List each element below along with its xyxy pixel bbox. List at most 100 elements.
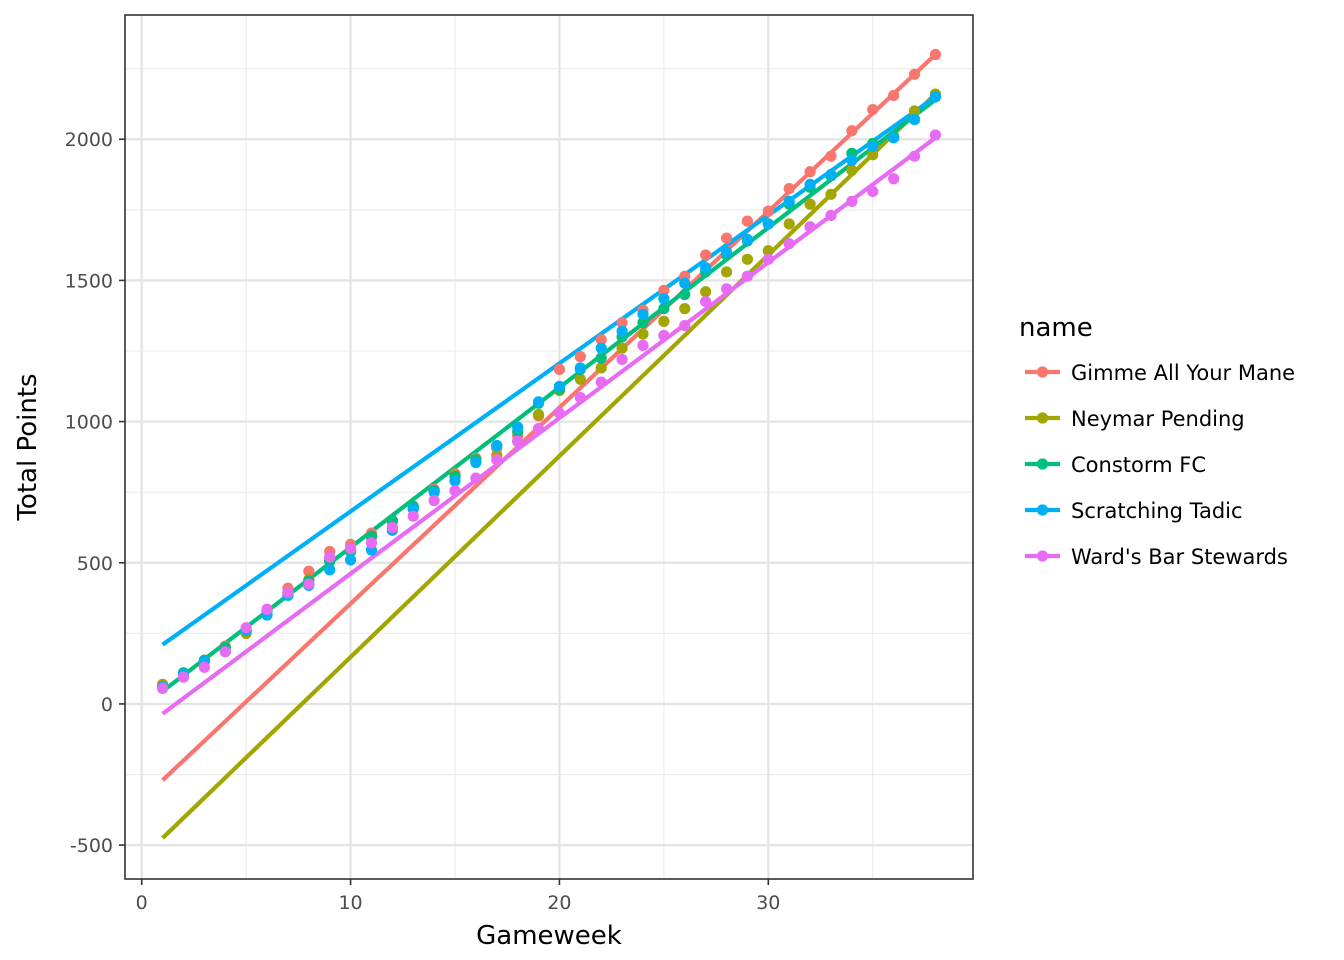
data-point xyxy=(574,373,586,385)
data-point xyxy=(804,166,816,178)
data-point xyxy=(658,329,670,342)
data-point xyxy=(867,185,879,198)
data-point xyxy=(303,578,315,590)
data-point xyxy=(929,48,942,61)
data-point xyxy=(470,456,482,469)
data-point xyxy=(888,132,900,144)
data-point xyxy=(867,103,879,116)
legend-key-point xyxy=(1036,412,1049,424)
data-point xyxy=(762,205,774,217)
x-tick-label: 20 xyxy=(547,892,571,914)
data-point xyxy=(700,286,712,298)
data-point xyxy=(825,168,837,181)
y-tick-label: -500 xyxy=(70,835,113,857)
data-point xyxy=(679,303,691,315)
data-point xyxy=(658,293,670,305)
data-point xyxy=(532,423,545,435)
data-point xyxy=(532,408,545,421)
data-point xyxy=(595,342,607,354)
data-point xyxy=(679,319,691,332)
data-point xyxy=(261,603,273,615)
data-point xyxy=(846,195,858,207)
data-point xyxy=(783,183,795,195)
data-point xyxy=(282,586,294,599)
data-point xyxy=(491,454,503,466)
data-point xyxy=(449,475,461,487)
data-point xyxy=(804,221,816,233)
data-point xyxy=(783,218,795,230)
data-point xyxy=(700,295,712,308)
data-point xyxy=(574,351,586,363)
data-point xyxy=(616,325,628,337)
data-point xyxy=(679,277,691,289)
data-point xyxy=(762,245,774,257)
data-point xyxy=(908,68,921,80)
data-point xyxy=(741,215,754,227)
data-point xyxy=(846,125,858,137)
data-point xyxy=(679,288,691,301)
data-point xyxy=(616,342,628,354)
data-point xyxy=(470,472,482,484)
legend-key-point xyxy=(1036,504,1049,516)
data-point xyxy=(700,262,712,274)
data-point xyxy=(428,495,440,507)
data-point xyxy=(553,380,566,392)
data-point xyxy=(365,537,378,549)
data-point xyxy=(741,233,754,246)
fit-lines xyxy=(161,52,937,840)
x-tick-label: 10 xyxy=(338,892,362,914)
x-tick-label: 0 xyxy=(136,892,148,914)
data-point xyxy=(616,353,628,366)
data-point xyxy=(867,149,879,161)
data-point xyxy=(700,249,712,261)
data-points xyxy=(156,48,942,695)
data-point xyxy=(762,218,774,230)
legend-label: Constorm FC xyxy=(1071,453,1206,477)
legend-key-point xyxy=(1036,366,1049,378)
data-point xyxy=(532,396,545,408)
data-point xyxy=(553,363,566,375)
data-point xyxy=(637,339,649,351)
data-point xyxy=(825,150,837,162)
data-point xyxy=(595,362,607,374)
legend: name Gimme All Your Mane Neymar Pending Co… xyxy=(1019,313,1295,569)
data-point xyxy=(595,352,607,364)
data-point xyxy=(929,129,942,141)
y-axis: -500 0 500 1000 1500 2000 xyxy=(65,129,125,857)
data-point xyxy=(846,164,858,176)
data-point xyxy=(512,421,524,433)
data-point xyxy=(867,140,879,152)
legend-key-point xyxy=(1036,458,1049,470)
data-point xyxy=(407,510,419,522)
data-point xyxy=(553,407,566,419)
data-point xyxy=(888,89,900,102)
legend-label: Gimme All Your Mane xyxy=(1071,361,1295,385)
data-point xyxy=(720,246,733,258)
data-point xyxy=(344,554,357,566)
data-point xyxy=(219,646,231,658)
y-tick-label: 1500 xyxy=(65,270,113,292)
legend-label: Ward's Bar Stewards xyxy=(1071,545,1288,569)
y-tick-label: 2000 xyxy=(65,129,113,151)
data-point xyxy=(324,564,336,576)
data-point xyxy=(574,391,586,404)
data-point xyxy=(595,376,607,388)
data-point xyxy=(637,308,649,320)
data-point xyxy=(177,671,190,683)
y-tick-label: 500 xyxy=(77,553,113,575)
data-point xyxy=(783,195,795,207)
data-point xyxy=(783,238,795,250)
panel-border xyxy=(124,14,974,880)
data-point xyxy=(595,334,607,346)
data-point xyxy=(908,105,921,117)
data-point xyxy=(825,188,837,200)
legend-label: Scratching Tadic xyxy=(1071,499,1243,523)
data-point xyxy=(491,439,503,452)
x-axis: 0 10 20 30 xyxy=(136,879,780,914)
data-point xyxy=(637,328,649,340)
data-point xyxy=(637,317,649,329)
legend-key-point xyxy=(1036,550,1049,562)
fit-line xyxy=(161,92,937,840)
